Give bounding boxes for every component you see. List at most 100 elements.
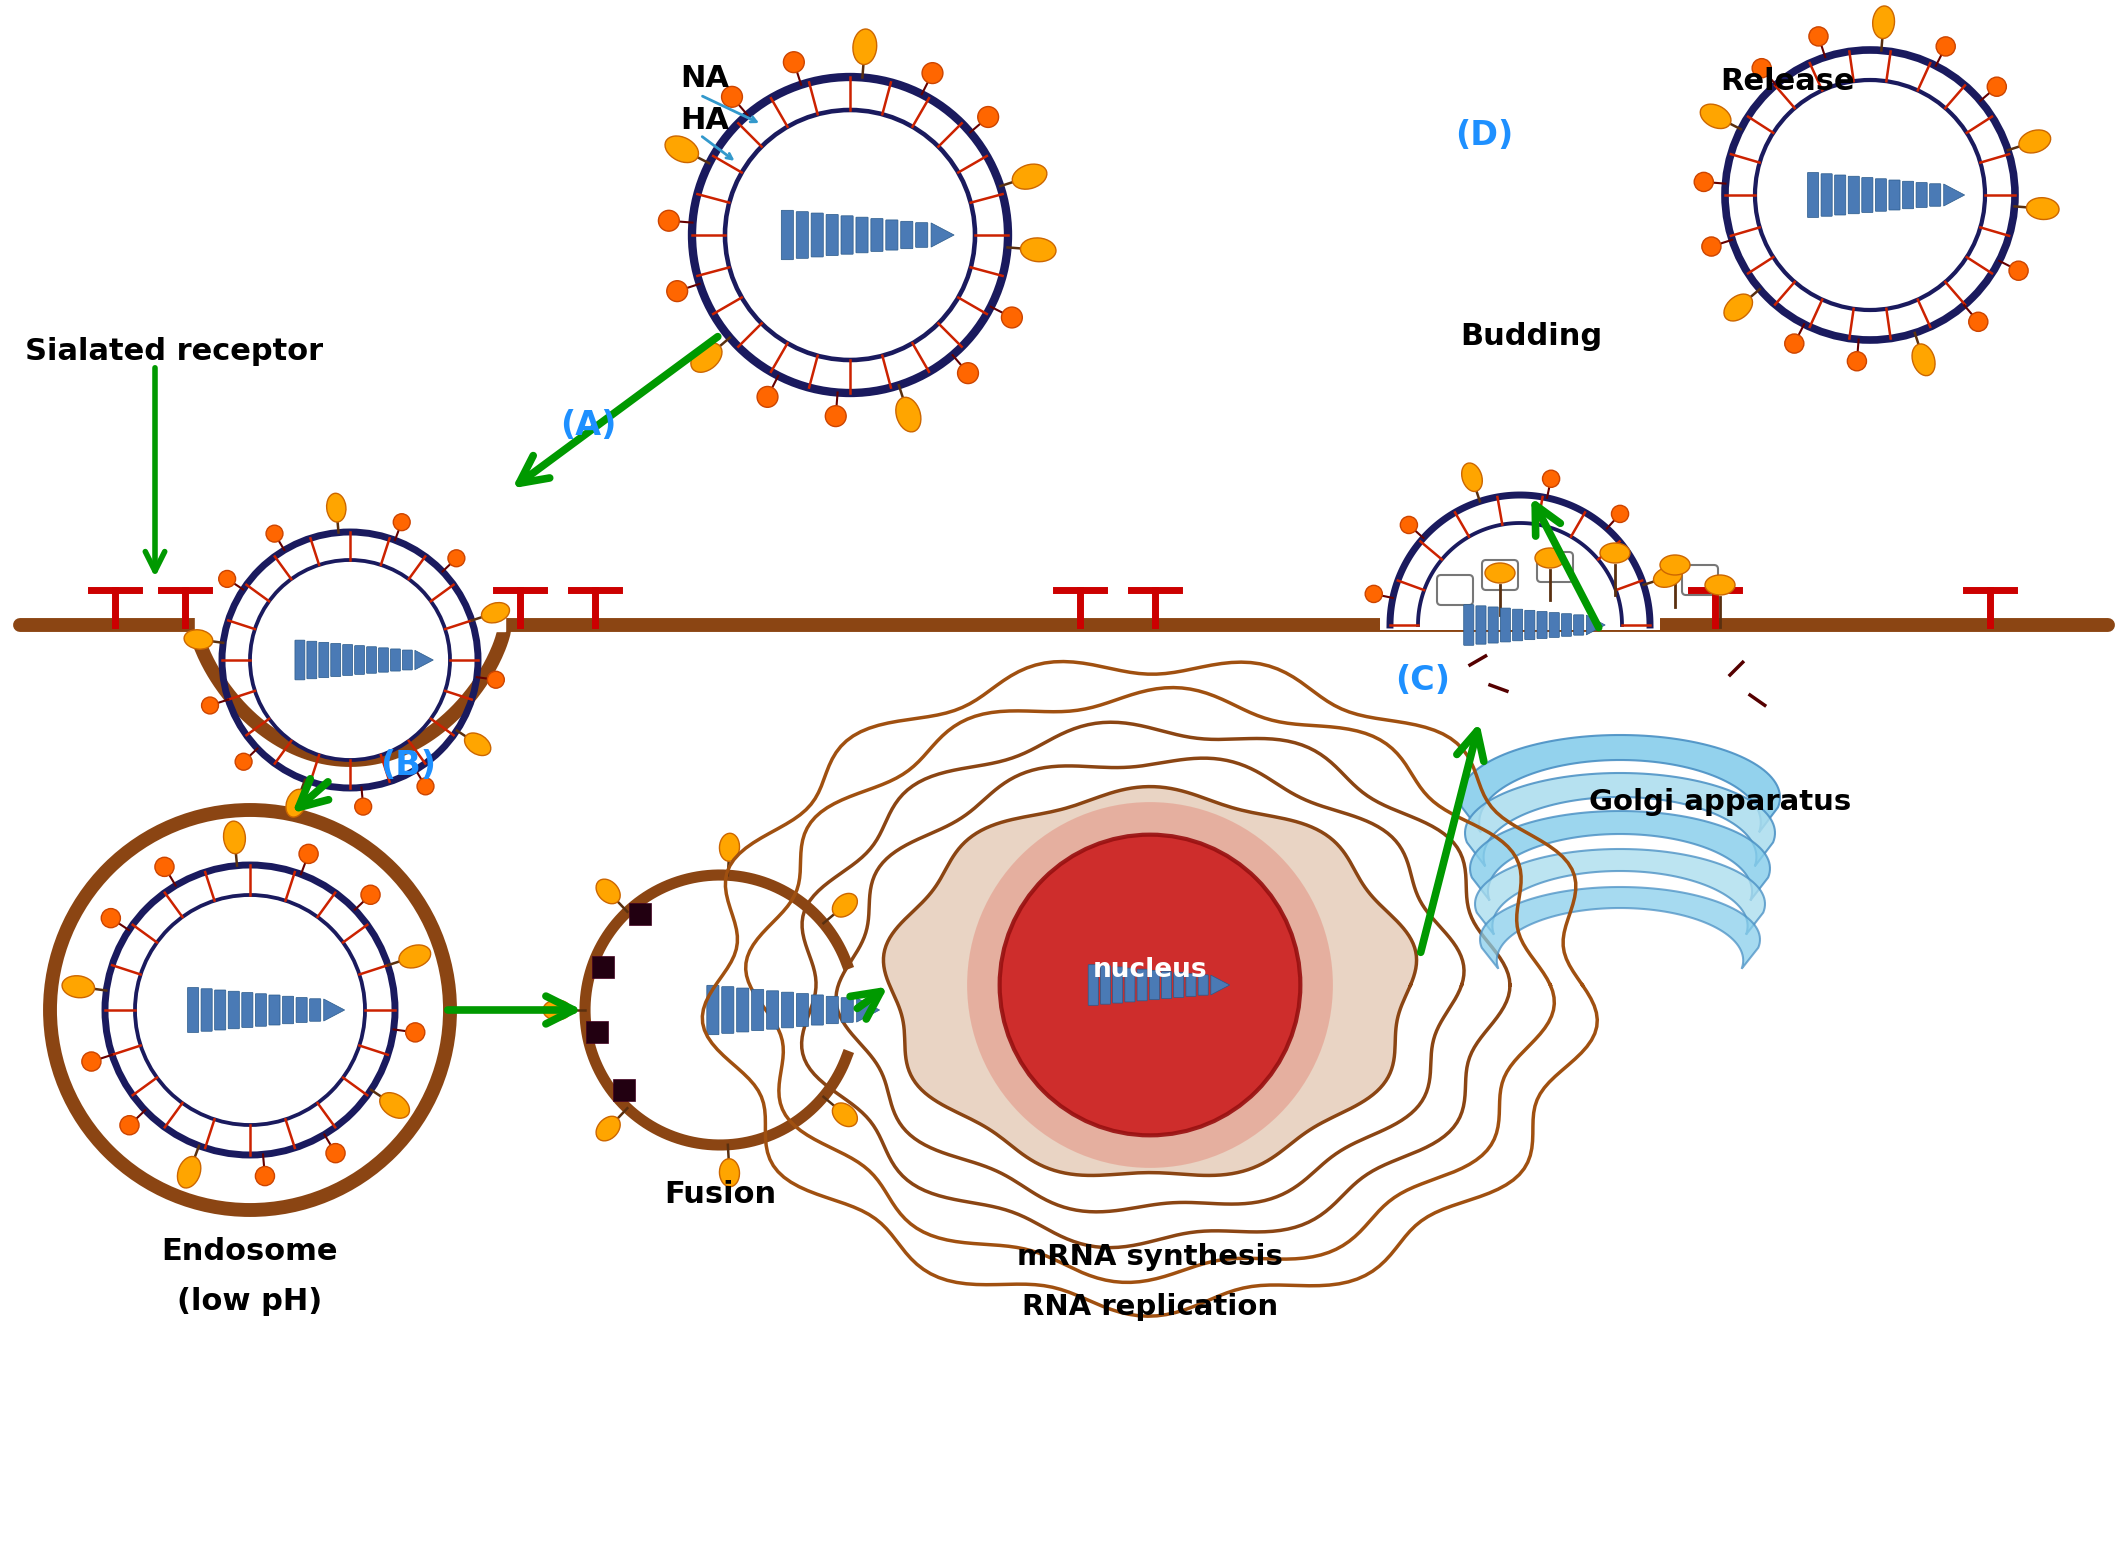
FancyBboxPatch shape bbox=[243, 992, 253, 1027]
Circle shape bbox=[1002, 307, 1021, 328]
Ellipse shape bbox=[1724, 294, 1753, 321]
Text: Sialated receptor: Sialated receptor bbox=[26, 337, 323, 366]
FancyBboxPatch shape bbox=[811, 995, 824, 1024]
Polygon shape bbox=[1464, 772, 1775, 867]
Text: (C): (C) bbox=[1396, 664, 1449, 697]
Ellipse shape bbox=[223, 820, 245, 854]
Ellipse shape bbox=[896, 397, 921, 433]
FancyBboxPatch shape bbox=[1500, 609, 1511, 641]
Circle shape bbox=[658, 210, 679, 232]
FancyBboxPatch shape bbox=[283, 997, 294, 1024]
Ellipse shape bbox=[832, 893, 858, 918]
Polygon shape bbox=[1479, 887, 1760, 969]
Circle shape bbox=[219, 570, 236, 587]
Ellipse shape bbox=[1873, 6, 1894, 39]
Ellipse shape bbox=[692, 343, 721, 372]
FancyBboxPatch shape bbox=[721, 987, 734, 1034]
Ellipse shape bbox=[1660, 555, 1690, 575]
FancyBboxPatch shape bbox=[1126, 969, 1134, 1001]
FancyBboxPatch shape bbox=[796, 212, 809, 258]
Circle shape bbox=[102, 908, 121, 927]
Ellipse shape bbox=[1913, 345, 1934, 375]
Circle shape bbox=[1694, 173, 1713, 192]
Text: HA: HA bbox=[681, 107, 730, 134]
FancyBboxPatch shape bbox=[330, 643, 340, 677]
Circle shape bbox=[362, 885, 381, 904]
Circle shape bbox=[236, 754, 251, 769]
FancyBboxPatch shape bbox=[402, 650, 413, 671]
FancyBboxPatch shape bbox=[1513, 609, 1524, 641]
Circle shape bbox=[1847, 352, 1866, 371]
Circle shape bbox=[2009, 261, 2028, 280]
Ellipse shape bbox=[596, 1117, 619, 1140]
Polygon shape bbox=[1460, 735, 1779, 833]
FancyBboxPatch shape bbox=[1862, 178, 1873, 213]
FancyBboxPatch shape bbox=[200, 989, 213, 1031]
Text: nucleus: nucleus bbox=[1092, 956, 1207, 983]
FancyBboxPatch shape bbox=[1681, 565, 1717, 595]
Circle shape bbox=[81, 1052, 100, 1071]
Ellipse shape bbox=[1013, 164, 1047, 188]
FancyBboxPatch shape bbox=[1930, 184, 1941, 205]
FancyBboxPatch shape bbox=[796, 993, 809, 1026]
Circle shape bbox=[406, 1023, 426, 1041]
FancyBboxPatch shape bbox=[187, 987, 198, 1032]
Circle shape bbox=[1785, 334, 1805, 354]
Ellipse shape bbox=[481, 603, 509, 623]
Circle shape bbox=[1936, 37, 1956, 56]
Circle shape bbox=[826, 406, 847, 426]
Ellipse shape bbox=[719, 833, 741, 861]
Ellipse shape bbox=[543, 1000, 570, 1020]
Text: (B): (B) bbox=[381, 749, 436, 782]
FancyBboxPatch shape bbox=[296, 640, 304, 680]
FancyBboxPatch shape bbox=[736, 989, 749, 1032]
FancyBboxPatch shape bbox=[1536, 612, 1547, 638]
Polygon shape bbox=[858, 998, 879, 1023]
Circle shape bbox=[449, 550, 464, 567]
Ellipse shape bbox=[285, 789, 306, 817]
Polygon shape bbox=[883, 786, 1417, 1176]
Circle shape bbox=[1809, 26, 1828, 46]
FancyBboxPatch shape bbox=[1849, 176, 1860, 213]
FancyBboxPatch shape bbox=[855, 218, 868, 253]
FancyBboxPatch shape bbox=[1902, 181, 1913, 209]
Polygon shape bbox=[1211, 975, 1230, 995]
Text: Endosome: Endosome bbox=[162, 1238, 338, 1265]
FancyBboxPatch shape bbox=[389, 649, 400, 671]
FancyBboxPatch shape bbox=[1536, 552, 1573, 582]
Circle shape bbox=[1366, 586, 1383, 603]
Ellipse shape bbox=[2026, 198, 2060, 219]
FancyBboxPatch shape bbox=[915, 222, 928, 247]
Circle shape bbox=[155, 857, 174, 876]
FancyBboxPatch shape bbox=[343, 644, 353, 675]
Ellipse shape bbox=[832, 1103, 858, 1126]
FancyBboxPatch shape bbox=[268, 995, 281, 1024]
FancyBboxPatch shape bbox=[1526, 610, 1534, 640]
Circle shape bbox=[721, 87, 743, 107]
Polygon shape bbox=[1475, 850, 1764, 935]
Circle shape bbox=[1543, 470, 1560, 487]
Circle shape bbox=[1611, 505, 1628, 522]
Circle shape bbox=[355, 799, 372, 816]
Circle shape bbox=[1988, 77, 2007, 96]
FancyBboxPatch shape bbox=[811, 213, 824, 256]
Circle shape bbox=[487, 672, 504, 688]
Circle shape bbox=[326, 1143, 345, 1163]
Polygon shape bbox=[883, 786, 1417, 1176]
Ellipse shape bbox=[1485, 562, 1515, 582]
FancyBboxPatch shape bbox=[1185, 973, 1196, 997]
FancyBboxPatch shape bbox=[1136, 969, 1147, 1001]
FancyBboxPatch shape bbox=[1113, 967, 1124, 1003]
FancyBboxPatch shape bbox=[1149, 970, 1160, 1000]
Ellipse shape bbox=[666, 136, 698, 162]
Circle shape bbox=[417, 779, 434, 794]
FancyBboxPatch shape bbox=[1379, 480, 1660, 630]
Circle shape bbox=[300, 844, 319, 864]
FancyBboxPatch shape bbox=[1100, 966, 1111, 1004]
Text: (low pH): (low pH) bbox=[177, 1287, 323, 1316]
Circle shape bbox=[394, 514, 411, 530]
FancyBboxPatch shape bbox=[306, 641, 317, 678]
Ellipse shape bbox=[719, 1159, 741, 1187]
Ellipse shape bbox=[398, 946, 430, 969]
Circle shape bbox=[958, 363, 979, 383]
